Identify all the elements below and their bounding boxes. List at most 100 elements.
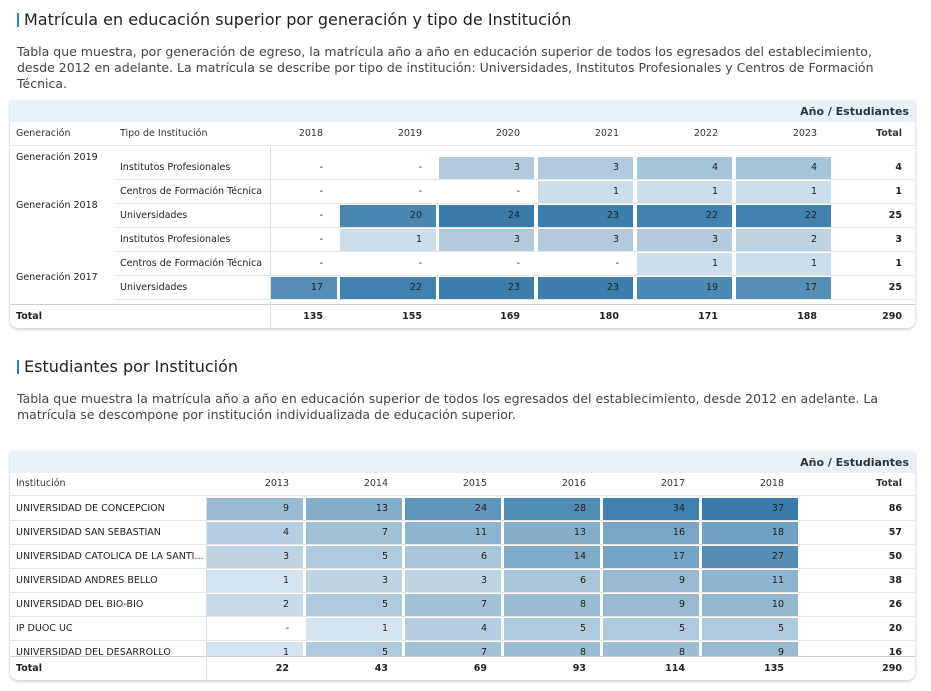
title-bar	[17, 360, 19, 374]
table-cell: 3	[439, 157, 534, 179]
grand-total: 290	[882, 311, 902, 322]
table-cell: 2	[736, 229, 831, 251]
table-cell: 24	[405, 498, 501, 520]
row-total: 26	[888, 599, 902, 610]
table-cell: 3	[538, 229, 633, 251]
table-cell: 8	[504, 642, 600, 657]
table-cell: 4	[736, 157, 831, 179]
row-line	[10, 520, 915, 521]
row-total: 16	[888, 647, 902, 657]
table-cell: 1	[306, 618, 402, 640]
title-bar	[17, 13, 19, 27]
row-line	[115, 299, 915, 300]
row-label: IP DUOC UC	[16, 623, 73, 634]
table-cell: 4	[637, 157, 732, 179]
row-label: Institutos Profesionales	[120, 162, 231, 173]
table-cell: 1	[206, 570, 303, 592]
table-cell: 13	[504, 522, 600, 544]
column-header: 2018	[759, 478, 784, 489]
total-cell: 188	[797, 311, 817, 322]
column-header: 2017	[660, 478, 685, 489]
column-header: Institución	[16, 478, 66, 489]
table-cell: 5	[702, 618, 798, 640]
table-cell: 23	[439, 277, 534, 299]
column-header: Total	[876, 478, 902, 489]
row-label: Centros de Formación Técnica	[120, 258, 263, 269]
table-cell: -	[418, 186, 422, 197]
total-cell: 114	[665, 663, 685, 674]
table-cell: -	[319, 234, 323, 245]
column-header: Generación	[16, 128, 71, 139]
row-label: Universidades	[120, 210, 188, 221]
row-label: UNIVERSIDAD CATOLICA DE LA SANTI...	[16, 551, 204, 562]
total-cell: 180	[599, 311, 619, 322]
table-cell: 23	[538, 277, 633, 299]
table-cell: -	[319, 210, 323, 221]
row-line	[115, 275, 915, 276]
table-cell: -	[319, 258, 323, 269]
table-cell: -	[418, 258, 422, 269]
table-cell: -	[418, 162, 422, 173]
table-cell: 7	[306, 522, 402, 544]
table-cell: 17	[603, 546, 699, 568]
table-cell: 1	[736, 253, 831, 275]
row-label: Universidades	[120, 282, 188, 293]
table-cell: -	[516, 258, 520, 269]
table-cell: 3	[405, 570, 501, 592]
table-cell: 37	[702, 498, 798, 520]
total-cell: 93	[572, 663, 586, 674]
row-line	[115, 251, 915, 252]
total-line	[10, 656, 915, 657]
row-label: UNIVERSIDAD ANDRES BELLO	[16, 575, 158, 586]
table-cell: 11	[405, 522, 501, 544]
total-cell: 43	[374, 663, 388, 674]
table-cell: 2	[206, 594, 303, 616]
row-total: 3	[895, 234, 902, 245]
column-header: 2018	[298, 128, 323, 139]
table-cell: 4	[206, 522, 303, 544]
table-cell: 1	[637, 181, 732, 203]
table-cell: 22	[637, 205, 732, 227]
section-description: Tabla que muestra la matrícula año a año…	[17, 391, 879, 422]
table-cell: 5	[306, 642, 402, 657]
column-header: 2023	[792, 128, 817, 139]
table-cell: 5	[603, 618, 699, 640]
table-body: UNIVERSIDAD DE CONCEPCION 9 13 24 28 34 37 86 UN…	[0, 497, 931, 657]
row-line	[115, 203, 915, 204]
row-total: 50	[888, 551, 902, 562]
table-cell: 9	[603, 594, 699, 616]
row-total: 57	[888, 527, 902, 538]
table-cell: 23	[538, 205, 633, 227]
row-total: 1	[895, 186, 902, 197]
table-cell: 9	[603, 570, 699, 592]
total-cell: 155	[402, 311, 422, 322]
row-line	[10, 640, 915, 641]
column-divider	[206, 497, 207, 680]
table-cell: 19	[637, 277, 732, 299]
table-body: Generación 2019 Institutos Profesionales -…	[0, 147, 931, 301]
total-cell: 135	[303, 311, 323, 322]
table-cell: 8	[504, 594, 600, 616]
row-label: UNIVERSIDAD DE CONCEPCION	[16, 503, 165, 514]
grand-total: 290	[882, 663, 902, 674]
table-cell: 14	[504, 546, 600, 568]
row-label: Generación 2019	[16, 152, 98, 163]
row-total: 1	[895, 258, 902, 269]
table-cell: 1	[637, 253, 732, 275]
column-header: 2019	[397, 128, 422, 139]
table-cell: 22	[340, 277, 436, 299]
row-total: 25	[888, 282, 902, 293]
row-label: Generación 2017	[16, 272, 98, 283]
table-cell: 3	[206, 546, 303, 568]
column-header: 2015	[462, 478, 487, 489]
table-cell: 8	[603, 642, 699, 657]
total-cell: 135	[764, 663, 784, 674]
table-cell: 4	[405, 618, 501, 640]
row-line	[115, 179, 915, 180]
column-header: Tipo de Institución	[120, 128, 208, 139]
table-cell: 9	[702, 642, 798, 657]
table-cell: 5	[306, 546, 402, 568]
column-header: 2016	[561, 478, 586, 489]
row-total: 4	[895, 162, 902, 173]
table-cell: 27	[702, 546, 798, 568]
